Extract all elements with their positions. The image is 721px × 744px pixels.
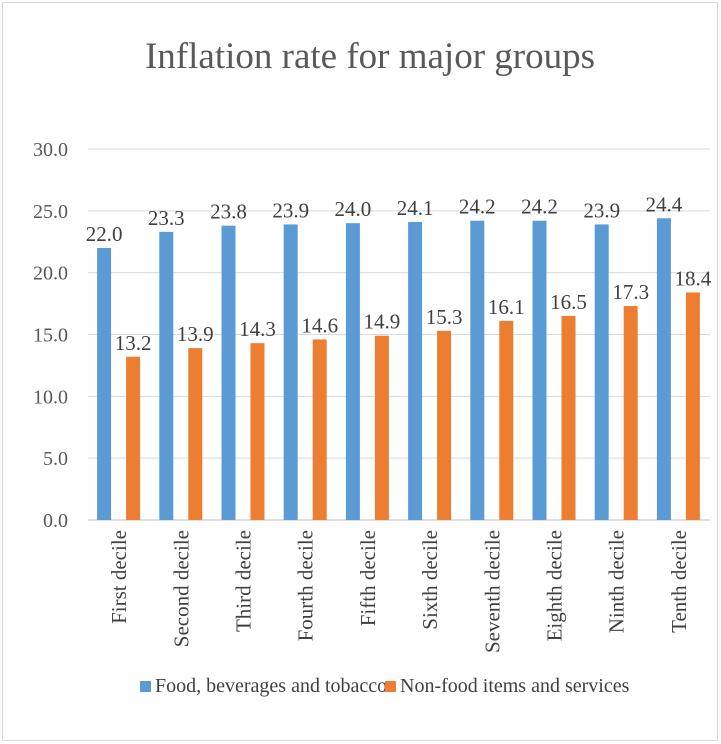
data-labels: 22.0 13.2 23.3 13.9 23.8 14.3 23.9 14.6 24.0 14.9… [86,192,712,355]
x-tick-label: Fifth decile [356,530,380,626]
legend: Food, beverages and tobacco Non-food item… [140,675,630,697]
bar-non-food-items-and-services-fifth-decile [374,335,389,520]
data-label-non-food-items-and-services: 16.1 [488,295,525,319]
bars [97,218,700,521]
bar-food-beverages-and-tobacco-sixth-decile [408,221,423,521]
y-tick-label: 5.0 [43,448,68,470]
data-label-non-food-items-and-services: 14.9 [364,310,401,334]
bar-food-beverages-and-tobacco-tenth-decile [656,218,671,520]
x-tick-label: Seventh decile [480,530,504,653]
x-axis: First decile Second decile Third decile Fou… [107,530,691,653]
y-tick-label: 15.0 [33,325,68,347]
bar-non-food-items-and-services-seventh-decile [499,320,514,520]
y-tick-label: 10.0 [33,386,68,408]
bar-food-beverages-and-tobacco-eighth-decile [532,220,547,520]
data-label-non-food-items-and-services: 13.9 [177,322,214,346]
x-tick-label: Fourth decile [294,530,318,641]
data-label-food-beverages-and-tobacco: 23.8 [210,200,247,224]
bar-food-beverages-and-tobacco-ninth-decile [594,224,609,521]
bar-food-beverages-and-tobacco-fourth-decile [283,224,298,521]
y-tick-label: 0.0 [43,510,68,532]
y-tick-label: 25.0 [33,201,68,223]
x-tick-label: Third decile [232,530,256,632]
legend-swatch-food-beverages-and-tobacco [140,681,151,692]
x-tick-label: Ninth decile [605,530,629,633]
data-label-non-food-items-and-services: 15.3 [426,305,463,329]
bar-non-food-items-and-services-third-decile [250,343,265,520]
x-tick-label: Eighth decile [543,530,567,641]
bar-food-beverages-and-tobacco-seventh-decile [470,220,485,520]
x-tick-label: Sixth decile [418,530,442,630]
data-label-food-beverages-and-tobacco: 24.0 [335,197,372,221]
data-label-non-food-items-and-services: 14.6 [301,313,338,337]
data-label-non-food-items-and-services: 16.5 [550,290,587,314]
data-label-food-beverages-and-tobacco: 24.2 [459,195,496,219]
bar-non-food-items-and-services-first-decile [126,356,141,520]
data-label-food-beverages-and-tobacco: 24.4 [646,192,683,216]
x-tick-label: Tenth decile [667,530,691,633]
y-axis: 0.0 5.0 10.0 15.0 20.0 25.0 30.0 [33,139,68,532]
legend-swatch-non-food-items-and-services [385,681,396,692]
bar-food-beverages-and-tobacco-fifth-decile [345,223,360,520]
bar-non-food-items-and-services-eighth-decile [561,315,576,520]
bar-non-food-items-and-services-sixth-decile [437,330,452,520]
data-label-non-food-items-and-services: 13.2 [115,331,152,355]
y-tick-label: 20.0 [33,263,68,285]
chart-title: Inflation rate for major groups [145,36,595,77]
data-label-food-beverages-and-tobacco: 23.3 [148,206,185,230]
bar-food-beverages-and-tobacco-third-decile [221,225,236,520]
bar-non-food-items-and-services-fourth-decile [312,339,327,520]
data-label-food-beverages-and-tobacco: 23.9 [583,198,620,222]
data-label-food-beverages-and-tobacco: 24.2 [521,195,558,219]
bar-food-beverages-and-tobacco-first-decile [97,247,112,520]
legend-label-non-food-items-and-services: Non-food items and services [400,675,630,697]
data-label-food-beverages-and-tobacco: 22.0 [86,222,123,246]
data-label-non-food-items-and-services: 17.3 [612,280,649,304]
legend-label-food-beverages-and-tobacco: Food, beverages and tobacco [155,675,387,697]
y-tick-label: 30.0 [33,139,68,161]
data-label-non-food-items-and-services: 18.4 [675,266,712,290]
bar-food-beverages-and-tobacco-second-decile [159,231,174,520]
bar-non-food-items-and-services-tenth-decile [685,292,700,520]
bar-non-food-items-and-services-second-decile [188,348,203,520]
data-label-food-beverages-and-tobacco: 24.1 [397,196,434,220]
data-label-non-food-items-and-services: 14.3 [239,317,276,341]
data-label-food-beverages-and-tobacco: 23.9 [272,198,309,222]
bar-non-food-items-and-services-ninth-decile [623,306,638,520]
x-tick-label: Second decile [169,530,193,647]
x-tick-label: First decile [107,530,131,624]
